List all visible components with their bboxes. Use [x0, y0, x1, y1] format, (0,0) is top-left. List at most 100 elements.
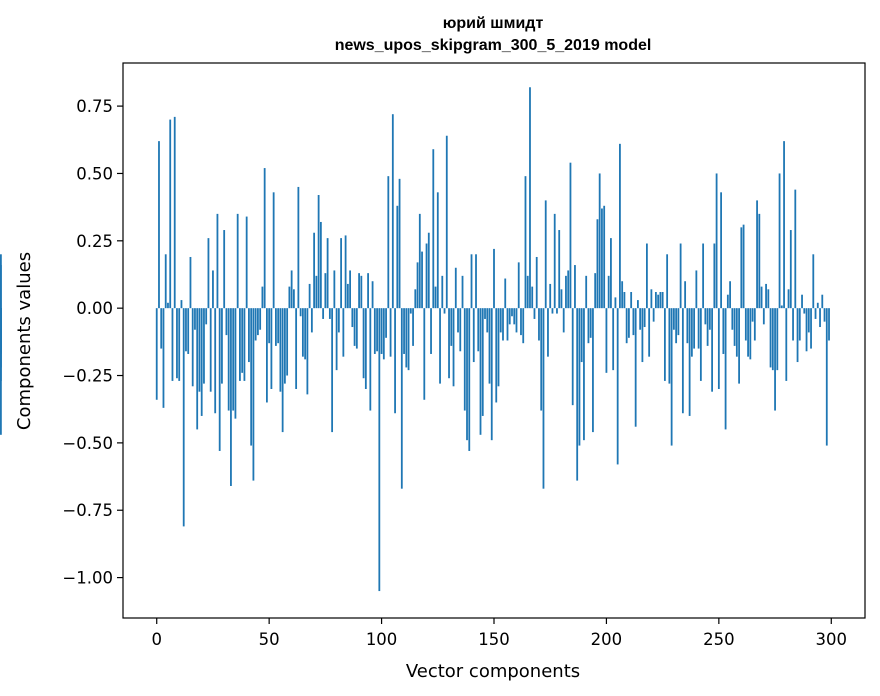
bar-9 — [176, 308, 178, 379]
bar-254 — [726, 294, 729, 309]
bar-265 — [751, 308, 754, 322]
bar-47 — [261, 286, 264, 309]
bar-20 — [200, 308, 203, 416]
bar-133 — [454, 267, 457, 309]
bar-undefined — [0, 265, 2, 309]
bar-191 — [585, 275, 588, 309]
bar-129 — [445, 135, 448, 309]
bar-98 — [376, 308, 378, 352]
bar-238 — [690, 308, 693, 357]
bar-80 — [335, 308, 338, 371]
bar-undefined — [0, 308, 2, 352]
bar-218 — [646, 243, 648, 309]
bar-61 — [292, 289, 295, 309]
bar-110 — [403, 308, 405, 354]
bar-206 — [619, 143, 621, 309]
bar-128 — [443, 308, 446, 314]
bar-48 — [263, 168, 266, 309]
bar-100 — [380, 308, 383, 354]
bar-146 — [484, 308, 486, 319]
bar-37 — [239, 308, 241, 381]
bar-166 — [529, 87, 531, 309]
bar-73 — [319, 221, 322, 309]
bar-221 — [652, 308, 655, 322]
bar-268 — [758, 213, 761, 309]
bar-198 — [601, 208, 603, 309]
x-tick-label: 150 — [478, 630, 510, 649]
bar-84 — [344, 235, 347, 309]
bar-255 — [729, 281, 731, 309]
x-tick-label: 0 — [151, 630, 162, 649]
bar-272 — [767, 289, 770, 309]
bar-264 — [749, 308, 752, 360]
bar-158 — [511, 308, 513, 317]
bar-96 — [371, 281, 374, 309]
y-tick-label: 0.00 — [76, 299, 113, 318]
bar-244 — [704, 308, 707, 325]
bar-204 — [614, 297, 617, 309]
bar-243 — [702, 243, 705, 309]
bar-68 — [308, 283, 311, 309]
bar-55 — [279, 308, 282, 392]
bar-233 — [679, 243, 682, 309]
bars-group — [0, 87, 830, 592]
bar-193 — [589, 308, 592, 338]
bar-13 — [185, 308, 187, 352]
bar-213 — [634, 308, 637, 427]
bar-236 — [686, 308, 689, 344]
y-tick-label: −0.75 — [62, 501, 113, 520]
bar-3 — [162, 308, 165, 408]
bar-281 — [787, 289, 790, 309]
bar-137 — [463, 308, 466, 411]
bar-144 — [479, 308, 482, 435]
bar-196 — [596, 219, 599, 309]
bar-156 — [506, 308, 509, 341]
bar-5 — [167, 302, 169, 309]
bar-99 — [378, 308, 381, 592]
bar-261 — [742, 224, 745, 309]
bar-187 — [576, 308, 579, 481]
x-axis-label: Vector components — [406, 661, 580, 682]
bar-269 — [760, 286, 763, 309]
bar-25 — [212, 270, 214, 309]
bar-90 — [358, 273, 360, 309]
bar-74 — [322, 308, 325, 319]
bar-77 — [328, 308, 331, 319]
bar-97 — [373, 308, 376, 354]
bar-6 — [169, 119, 172, 309]
bar-65 — [301, 308, 304, 357]
bar-165 — [526, 275, 529, 309]
bar-179 — [558, 230, 561, 309]
bar-256 — [731, 308, 734, 330]
bar-107 — [396, 205, 399, 309]
bar-177 — [553, 213, 556, 309]
x-tick-label: 300 — [816, 630, 848, 649]
bar-296 — [821, 294, 824, 309]
bar-248 — [713, 243, 716, 309]
bar-28 — [218, 308, 221, 451]
bar-141 — [472, 308, 475, 363]
bar-160 — [515, 308, 518, 333]
bar-4 — [164, 254, 167, 309]
bar-195 — [594, 273, 597, 309]
bar-60 — [290, 270, 293, 309]
y-axis-label: Components values — [14, 252, 35, 430]
bar-262 — [744, 308, 747, 341]
bar-123 — [432, 149, 435, 309]
bar-278 — [780, 305, 783, 309]
bar-220 — [650, 289, 653, 309]
bar-36 — [236, 213, 239, 309]
bar-169 — [535, 256, 538, 309]
bar-155 — [504, 278, 507, 309]
bar-126 — [439, 308, 441, 384]
bar-226 — [663, 308, 666, 381]
bar-192 — [587, 308, 590, 344]
bar-41 — [248, 308, 250, 363]
bar-46 — [259, 308, 262, 330]
bar-16 — [191, 308, 194, 387]
bar-15 — [189, 256, 192, 309]
bar-154 — [502, 308, 504, 341]
bar-180 — [560, 289, 563, 309]
bar-40 — [245, 216, 248, 309]
